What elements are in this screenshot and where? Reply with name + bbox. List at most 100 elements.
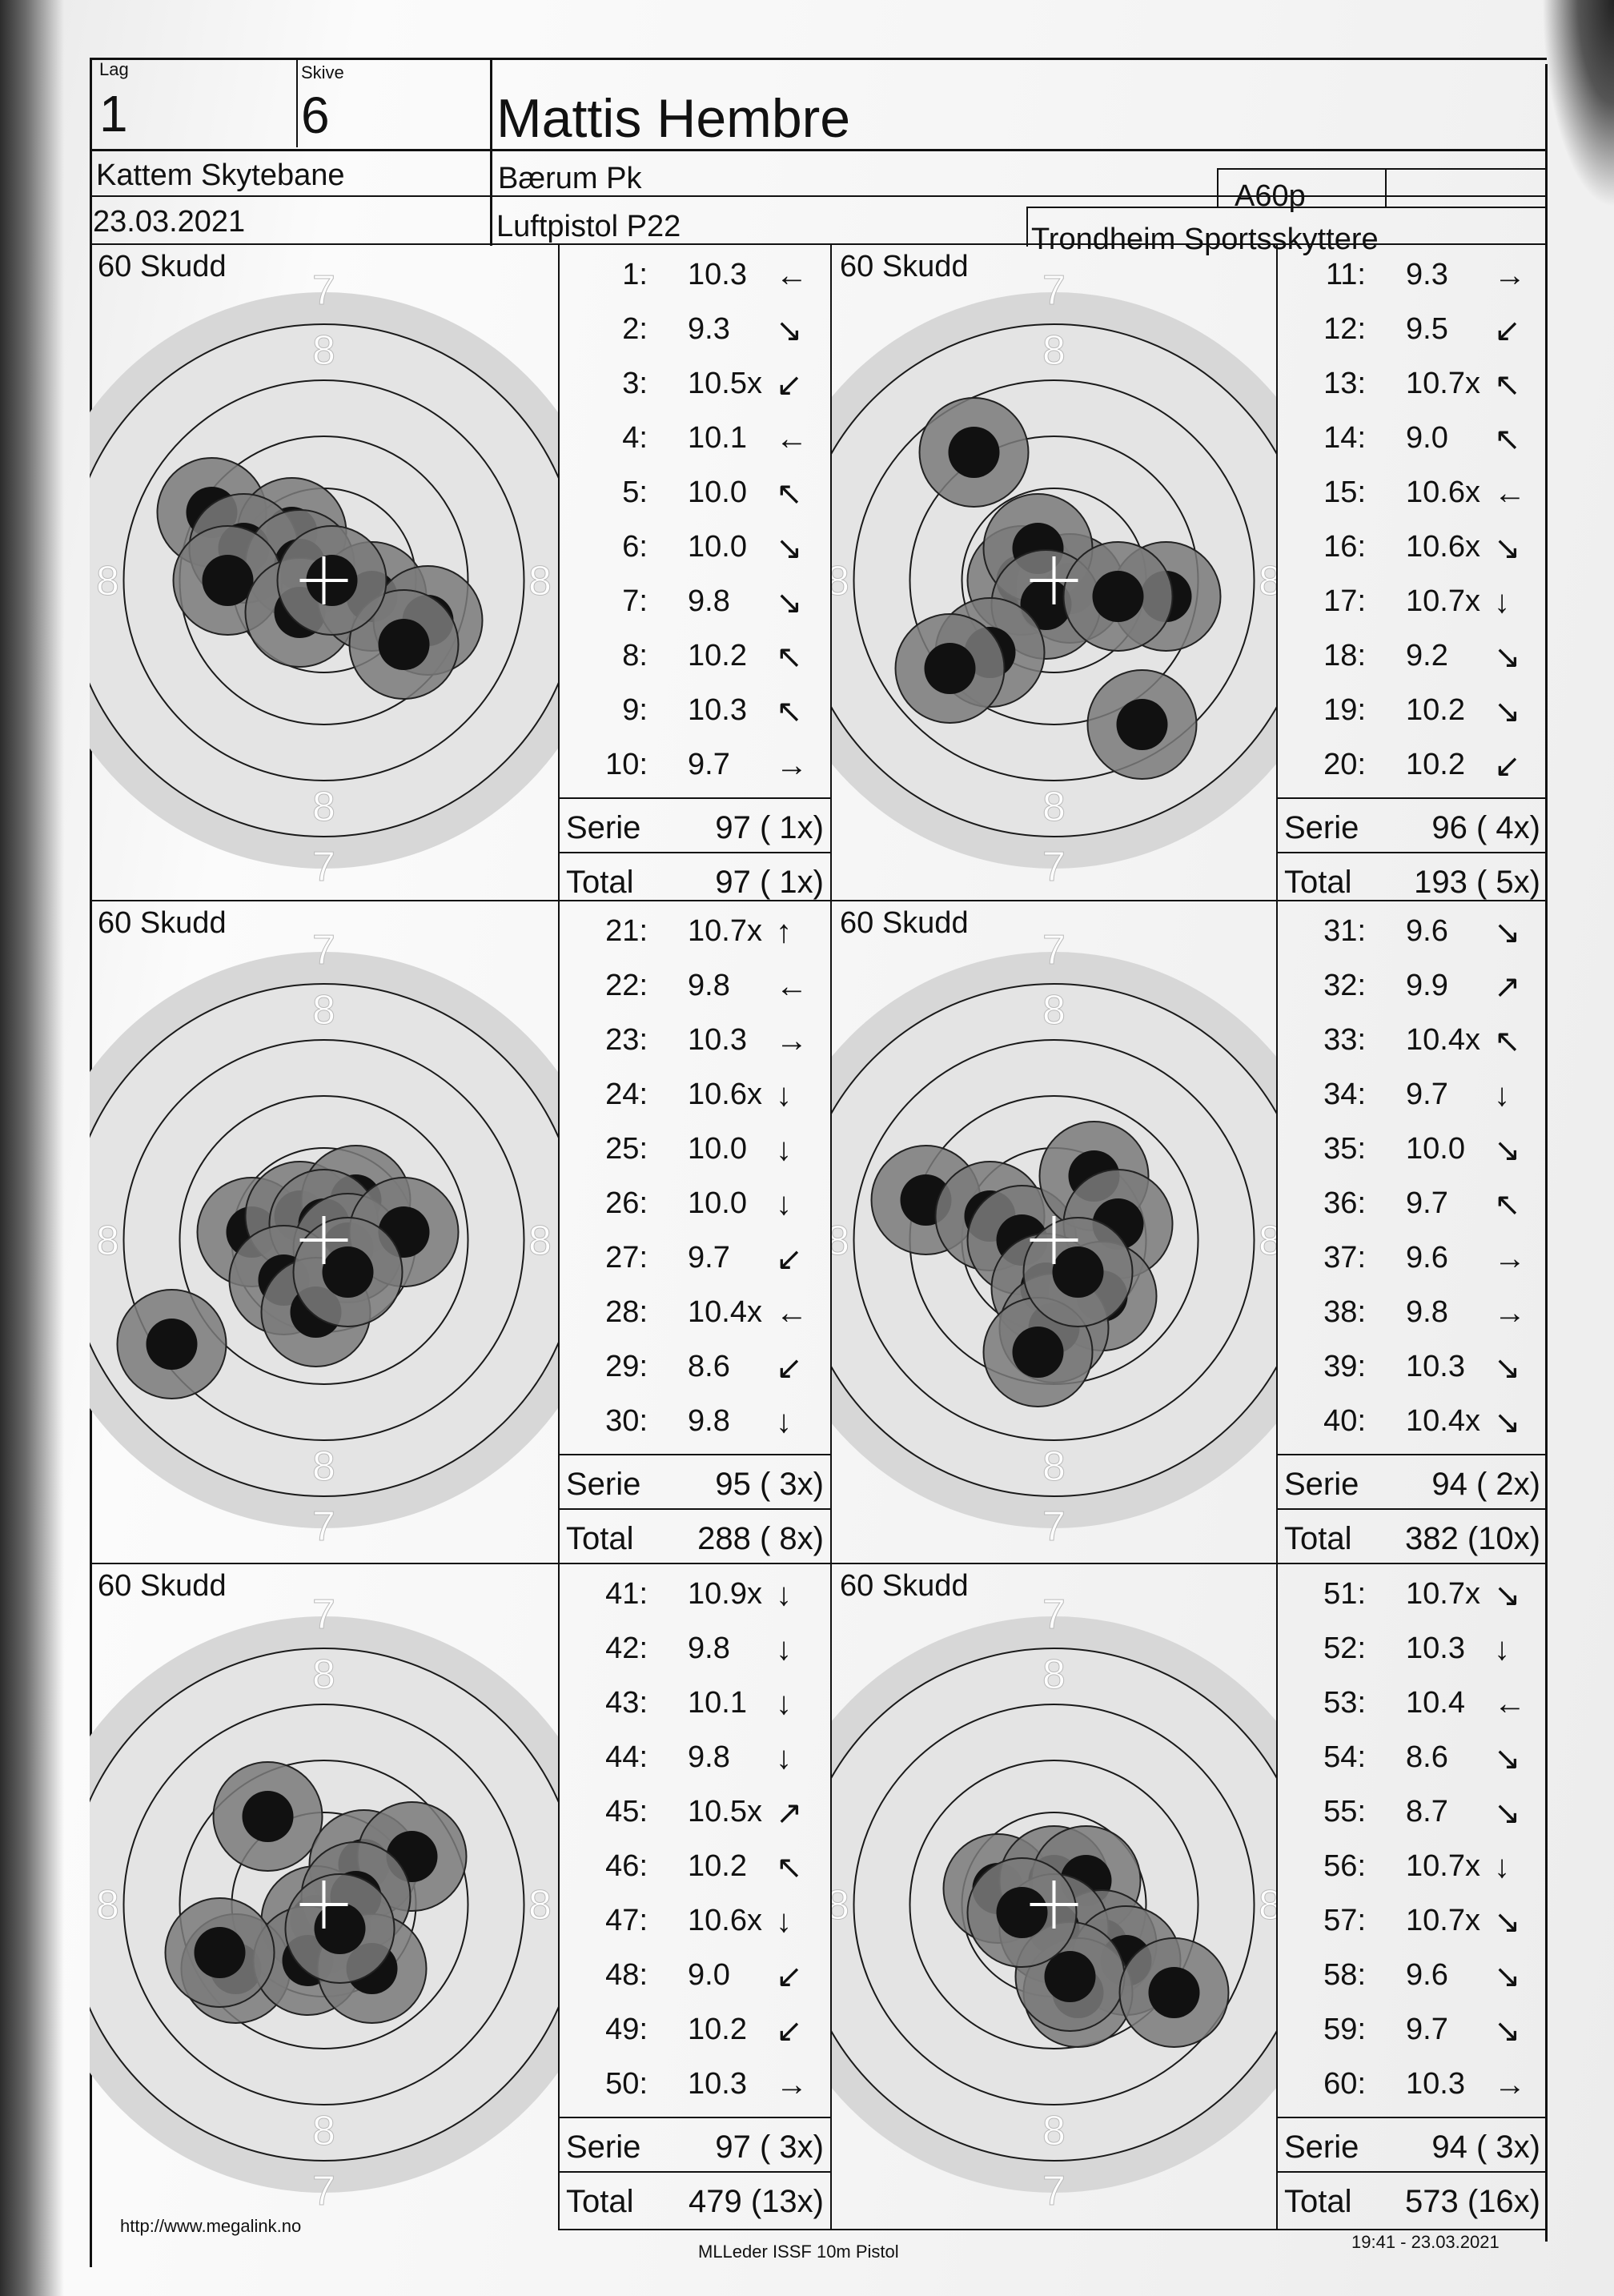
shot-score: 9.8 (688, 584, 730, 618)
shot-number: 43: (605, 1686, 648, 1720)
shot-number: 35: (1323, 1132, 1366, 1166)
total-value: 97 ( 1x) (715, 865, 824, 900)
org-line (1026, 207, 1547, 208)
shot-row: 25: 10.0 ↓ (560, 1132, 830, 1180)
shot-row: 36: 9.7 ↖ (1278, 1186, 1547, 1234)
shot-direction-arrow-icon: ↘ (1494, 640, 1521, 675)
class-box-top (1217, 168, 1547, 170)
shot-number: 14: (1323, 421, 1366, 455)
ring-number-label: 8 (1042, 1652, 1066, 1698)
target-diagram: 7 7 8 8 8 8 (765, 267, 1343, 891)
shot-direction-arrow-icon: ↓ (776, 1132, 792, 1167)
target-ring (853, 379, 1255, 781)
shot-row: 23: 10.3 → (560, 1023, 830, 1071)
shot-score: 10.3 (1406, 1632, 1465, 1665)
shot-score: 10.4x (1406, 1404, 1480, 1438)
shooter-name: Mattis Hembre (496, 88, 851, 149)
total-value: 573 (16x) (1405, 2184, 1540, 2219)
target-ring (179, 1095, 469, 1385)
shot-hole (348, 589, 460, 700)
shot-number: 2: (622, 312, 648, 346)
shot-score: 10.2 (688, 639, 747, 672)
shot-row: 8: 10.2 ↖ (560, 639, 830, 687)
shot-direction-arrow-icon: ↘ (1494, 915, 1521, 950)
ring-number-label: 7 (1042, 2168, 1066, 2214)
shot-number: 13: (1323, 367, 1366, 400)
shot-direction-arrow-icon: ↘ (1494, 1133, 1521, 1168)
shot-score: 9.5 (1406, 312, 1448, 346)
target-shot-count-label: 60 Skudd (840, 906, 969, 940)
shot-row: 12: 9.5 ↙ (1278, 312, 1547, 360)
shot-score: 10.0 (688, 530, 747, 564)
target-panel-series-2: 7 7 8 8 8 8 60 Skudd (765, 245, 1343, 900)
shot-direction-arrow-icon: ↓ (1494, 1632, 1510, 1667)
event-name: Luftpistol P22 (496, 210, 681, 243)
target-diagram: 7 7 8 8 8 8 (35, 927, 612, 1551)
sheet-right-border (1545, 64, 1548, 2242)
shot-direction-arrow-icon: ↓ (776, 1632, 792, 1667)
shot-score: 9.8 (1406, 1295, 1448, 1329)
shot-direction-arrow-icon: ← (776, 1295, 808, 1331)
shot-hole (116, 1289, 227, 1399)
shot-direction-arrow-icon: ↓ (776, 1186, 792, 1222)
shot-score: 9.2 (1406, 639, 1448, 672)
shot-score: 9.0 (688, 1958, 730, 1992)
shot-hole (1022, 1217, 1134, 1327)
summary-divider (1278, 2171, 1547, 2173)
shot-direction-arrow-icon: ↗ (776, 1796, 803, 1831)
ring-number-label: 8 (96, 1882, 119, 1929)
target-shot-count-label: 60 Skudd (840, 1569, 969, 1603)
target-panel-series-5: 7 7 8 8 8 8 60 Skudd (35, 1564, 612, 2229)
ring-number-label: 8 (96, 1218, 119, 1264)
shot-score: 9.3 (1406, 258, 1448, 291)
shot-direction-arrow-icon: ↘ (1494, 1405, 1521, 1440)
shot-number: 36: (1323, 1186, 1366, 1220)
shot-row: 48: 9.0 ↙ (560, 1958, 830, 2006)
shot-direction-arrow-icon: ↘ (1494, 1796, 1521, 1831)
total-label: Total (1284, 1521, 1352, 1556)
serie-label: Serie (1284, 1467, 1359, 1502)
shot-row: 58: 9.6 ↘ (1278, 1958, 1547, 2006)
shot-row: 13: 10.7x ↖ (1278, 367, 1547, 415)
shot-direction-arrow-icon: → (1494, 1295, 1526, 1331)
shot-score: 10.7x (688, 914, 762, 948)
shot-score: 10.3 (1406, 1350, 1465, 1383)
shot-direction-arrow-icon: ↖ (1494, 1024, 1521, 1059)
shot-number: 56: (1323, 1849, 1366, 1883)
corner-shadow (1542, 0, 1614, 208)
shot-number: 48: (605, 1958, 648, 1992)
shot-row: 30: 9.8 ↓ (560, 1404, 830, 1452)
shot-score: 9.0 (1406, 421, 1448, 455)
shot-row: 56: 10.7x ↓ (1278, 1849, 1547, 1897)
shot-hole (1062, 541, 1174, 652)
shot-direction-arrow-icon: ↘ (776, 531, 803, 566)
header-row1-line (90, 149, 1547, 151)
centre-cross (299, 556, 348, 604)
shot-number: 8: (622, 639, 648, 672)
total-row: Total 97 ( 1x) (560, 865, 830, 905)
shot-score: 10.2 (1406, 748, 1465, 781)
centre-cross (299, 1881, 348, 1929)
ring-number-label: 7 (312, 2168, 335, 2214)
shot-row: 43: 10.1 ↓ (560, 1686, 830, 1734)
shot-number: 55: (1323, 1795, 1366, 1828)
shot-row: 54: 8.6 ↘ (1278, 1740, 1547, 1788)
shot-row: 60: 10.3 → (1278, 2067, 1547, 2115)
shot-score: 10.3 (1406, 2067, 1465, 2101)
summary-divider (560, 2171, 830, 2173)
shot-number: 58: (1323, 1958, 1366, 1992)
footer-timestamp: 19:41 - 23.03.2021 (1351, 2232, 1500, 2252)
total-value: 479 (13x) (689, 2184, 824, 2219)
centre-cross (299, 1216, 348, 1264)
serie-row: Serie 96 ( 4x) (1278, 810, 1547, 850)
shot-number: 51: (1323, 1577, 1366, 1611)
shot-number: 31: (1323, 914, 1366, 948)
summary-divider (1278, 852, 1547, 853)
shot-direction-arrow-icon: ↙ (1494, 313, 1521, 348)
shot-row: 28: 10.4x ← (560, 1295, 830, 1343)
ring-number-label: 8 (528, 558, 552, 604)
shot-number: 4: (622, 421, 648, 455)
total-row: Total 479 (13x) (560, 2184, 830, 2224)
shot-score: 9.8 (688, 1740, 730, 1774)
shot-direction-arrow-icon: ↓ (776, 1904, 792, 1939)
